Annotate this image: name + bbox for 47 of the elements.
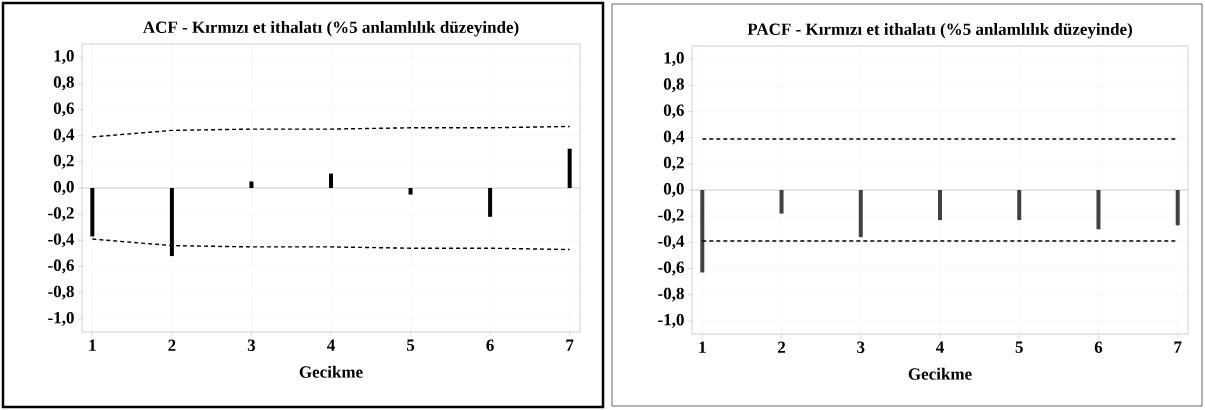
x-tick-label: 3 <box>247 339 256 351</box>
y-tick-label: 0,2 <box>53 154 74 169</box>
y-tick-label: 0,6 <box>53 102 74 117</box>
y-tick-label: 0,6 <box>663 104 684 119</box>
x-tick-label: 6 <box>1094 341 1103 353</box>
y-tick-label: -0,4 <box>48 233 75 248</box>
x-tick-label: 4 <box>935 341 944 353</box>
y-tick-label: 0,8 <box>663 78 684 93</box>
x-tick-label: 5 <box>1015 341 1023 353</box>
x-tick-label: 4 <box>326 339 335 351</box>
x-tick-label: 2 <box>778 341 786 353</box>
x-tick-label: 6 <box>486 339 494 351</box>
y-tick-label: -0,6 <box>48 259 74 274</box>
x-axis-title: Gecikme <box>908 367 972 380</box>
bar <box>249 181 254 188</box>
x-tick-label: 1 <box>699 341 706 353</box>
y-tick-label: 0,0 <box>53 181 74 195</box>
y-tick-label: -0,8 <box>48 285 74 300</box>
y-tick-label: -0,6 <box>658 261 684 276</box>
y-tick-label: 0,2 <box>663 156 684 171</box>
y-tick-label: -0,8 <box>658 287 684 302</box>
bar <box>90 188 95 237</box>
y-tick-label: 0,4 <box>53 128 75 143</box>
y-tick-label: -1,0 <box>658 313 684 328</box>
line-series <box>91 125 571 138</box>
x-tick-label: 7 <box>1174 341 1182 353</box>
y-tick-label: -1,0 <box>48 311 74 326</box>
chart-title: PACF - Kırmızı et ithalatı (%5 anlamlılık düzeyinde) <box>747 23 1132 39</box>
x-tick-label: 3 <box>857 341 865 353</box>
bar <box>567 148 572 188</box>
y-tick-label: -0,2 <box>48 207 74 222</box>
y-tick-label: -0,2 <box>658 209 684 224</box>
y-tick-label: 0,8 <box>53 76 74 91</box>
x-tick-label: 2 <box>168 339 176 351</box>
x-axis-title: Gecikme <box>299 365 363 378</box>
y-tick-label: -0,4 <box>658 235 685 250</box>
x-tick-label: 7 <box>566 339 574 351</box>
bar <box>488 188 493 217</box>
chart-title: ACF - Kırmızı et ithalatı (%5 anlamlılık düzeyinde) <box>143 21 519 37</box>
y-tick-label: 0,4 <box>663 130 685 145</box>
x-tick-label: 5 <box>406 339 415 351</box>
y-tick-label: 1,0 <box>54 50 74 65</box>
x-tick-label: 1 <box>89 339 96 351</box>
y-tick-label: 1,0 <box>664 52 684 67</box>
bar <box>408 188 413 195</box>
bar <box>329 173 334 188</box>
y-tick-label: 0,0 <box>663 183 684 197</box>
